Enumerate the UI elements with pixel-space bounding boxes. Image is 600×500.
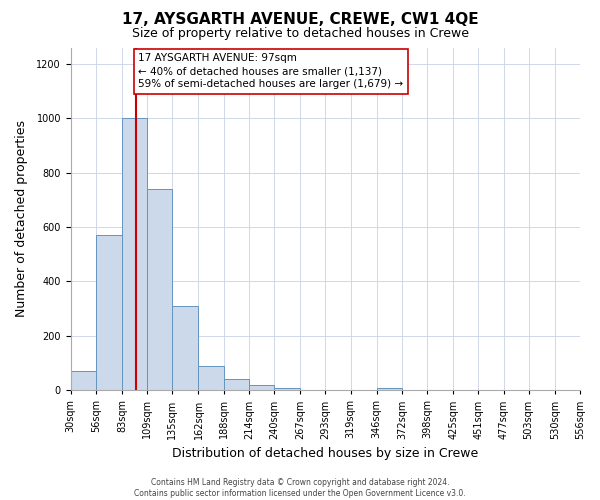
Bar <box>249 385 274 390</box>
Text: 17 AYSGARTH AVENUE: 97sqm
← 40% of detached houses are smaller (1,137)
59% of se: 17 AYSGARTH AVENUE: 97sqm ← 40% of detac… <box>139 53 404 90</box>
Bar <box>147 189 172 390</box>
Text: Contains HM Land Registry data © Crown copyright and database right 2024.
Contai: Contains HM Land Registry data © Crown c… <box>134 478 466 498</box>
Bar <box>71 371 96 390</box>
Bar <box>199 366 224 390</box>
Y-axis label: Number of detached properties: Number of detached properties <box>15 120 28 318</box>
Text: Size of property relative to detached houses in Crewe: Size of property relative to detached ho… <box>131 28 469 40</box>
Bar <box>377 388 402 390</box>
Text: 17, AYSGARTH AVENUE, CREWE, CW1 4QE: 17, AYSGARTH AVENUE, CREWE, CW1 4QE <box>122 12 478 28</box>
Bar <box>96 235 122 390</box>
X-axis label: Distribution of detached houses by size in Crewe: Distribution of detached houses by size … <box>172 447 478 460</box>
Bar <box>224 380 249 390</box>
Bar <box>274 388 300 390</box>
Bar <box>122 118 147 390</box>
Bar <box>172 306 199 390</box>
